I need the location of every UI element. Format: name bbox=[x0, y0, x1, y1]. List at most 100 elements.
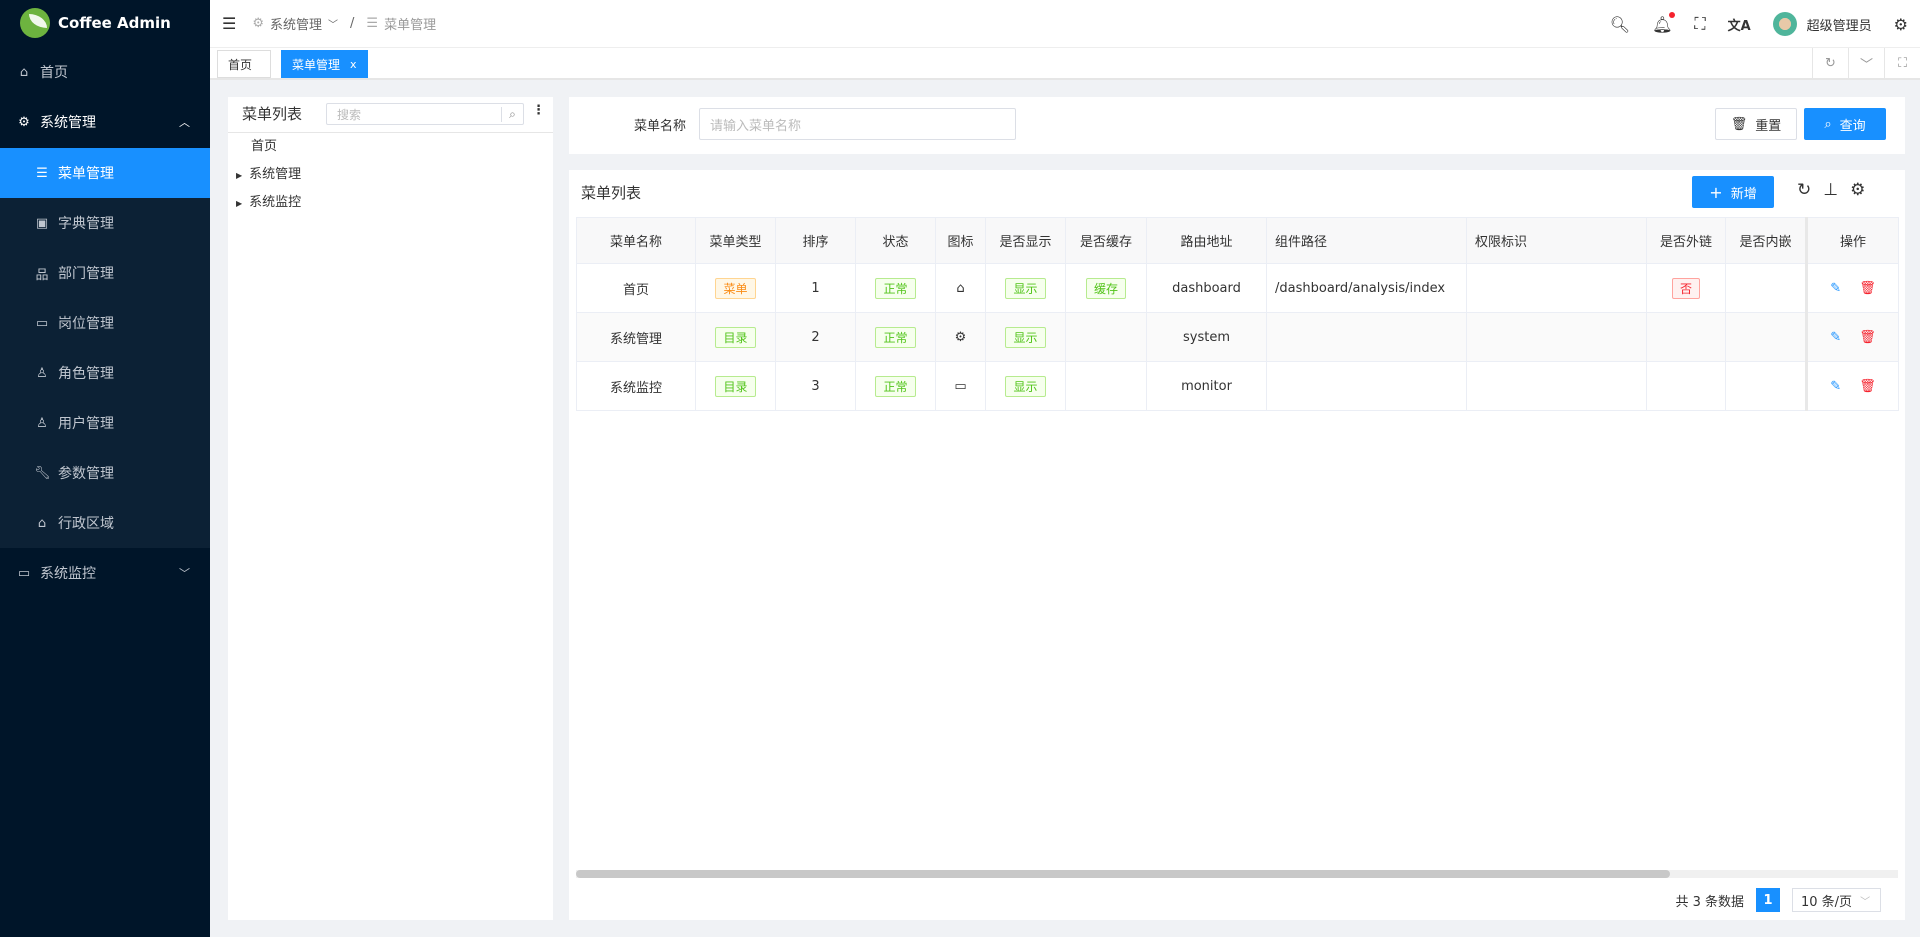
delete-icon[interactable]: 🗑︎ bbox=[1859, 378, 1876, 394]
cell-name: 系统监控 bbox=[576, 361, 696, 411]
sidebar-item-home[interactable]: ⌂ 首页 bbox=[0, 47, 210, 97]
sidebar-item-label: 行政区域 bbox=[58, 516, 114, 532]
edit-icon[interactable]: ✎ bbox=[1830, 329, 1842, 345]
fullscreen-icon[interactable]: ⛶ bbox=[1694, 14, 1706, 33]
translate-icon[interactable]: 文A bbox=[1727, 18, 1751, 34]
close-icon[interactable]: x bbox=[350, 57, 357, 71]
id-card-icon: ▭ bbox=[35, 315, 49, 331]
bell-icon[interactable]: 🔔︎ bbox=[1652, 11, 1676, 34]
row-height-icon[interactable]: ⊥ bbox=[1823, 180, 1839, 200]
settings-icon[interactable]: ⚙ bbox=[1850, 180, 1866, 200]
type-tag: 目录 bbox=[715, 326, 756, 348]
settings-icon[interactable]: ⚙ bbox=[1893, 14, 1908, 34]
tree-node-label: 系统监控 bbox=[249, 195, 302, 210]
monitor-icon: ▭ bbox=[17, 565, 31, 581]
scrollbar-thumb[interactable] bbox=[576, 870, 1670, 878]
cell-path: system bbox=[1146, 312, 1267, 362]
tree-node[interactable]: 首页 bbox=[251, 135, 277, 154]
column-header: 图标 bbox=[935, 217, 986, 264]
delete-icon[interactable]: 🗑︎ bbox=[1859, 329, 1876, 345]
status-tag: 正常 bbox=[875, 326, 916, 348]
home-icon: ⌂ bbox=[935, 263, 986, 313]
header: ☰ ⚙ 系统管理 ﹀ / ☰ 菜单管理 🔍︎ 🔔︎ ⛶ 文A 超级管理员 ⚙ bbox=[210, 0, 1920, 48]
sidebar-item-label: 用户管理 bbox=[58, 416, 114, 432]
column-header: 是否显示 bbox=[985, 217, 1066, 264]
edit-icon[interactable]: ✎ bbox=[1830, 280, 1842, 296]
sidebar-item-label: 参数管理 bbox=[58, 466, 114, 482]
sidebar-item-dept[interactable]: 品部门管理 bbox=[0, 248, 210, 298]
tab-home[interactable]: 首页 bbox=[217, 50, 271, 78]
caret-right-icon[interactable]: ▶ bbox=[236, 171, 243, 180]
search-icon[interactable]: ⌕ bbox=[501, 106, 523, 122]
visible-tag: 显示 bbox=[1005, 277, 1046, 299]
cache-tag: 缓存 bbox=[1085, 277, 1126, 299]
page-size-select[interactable]: 10 条/页 ﹀ bbox=[1792, 888, 1881, 912]
reset-button[interactable]: 🗑︎ 重置 bbox=[1715, 108, 1797, 140]
gear-icon: ⚙ bbox=[935, 312, 986, 362]
table-header: 菜单名称 菜单类型 排序 状态 图标 是否显示 是否缓存 路由地址 组件路径 权… bbox=[576, 217, 1899, 264]
user-icon: ♙ bbox=[36, 415, 48, 431]
caret-right-icon[interactable]: ▶ bbox=[236, 199, 243, 208]
tree-node[interactable]: ▶ 系统管理 bbox=[236, 163, 301, 182]
delete-icon[interactable]: 🗑︎ bbox=[1859, 280, 1876, 296]
column-header: 是否缓存 bbox=[1065, 217, 1147, 264]
refresh-tab-icon[interactable]: ↻ bbox=[1812, 48, 1848, 78]
column-header: 菜单类型 bbox=[695, 217, 776, 264]
sidebar-item-dict[interactable]: ▣ 字典管理 bbox=[0, 198, 210, 248]
tree-node[interactable]: ▶ 系统监控 bbox=[236, 191, 301, 210]
button-label: 新增 bbox=[1730, 186, 1757, 202]
logo[interactable]: Coffee Admin bbox=[0, 0, 210, 45]
cell-name: 系统管理 bbox=[576, 312, 696, 362]
add-button[interactable]: + 新增 bbox=[1692, 176, 1774, 208]
cell-perm bbox=[1466, 312, 1647, 362]
gear-icon: ⚙ bbox=[18, 114, 30, 130]
page-1-button[interactable]: 1 bbox=[1756, 888, 1780, 912]
type-tag: 菜单 bbox=[715, 277, 756, 299]
sidebar-item-label: 角色管理 bbox=[58, 366, 114, 382]
table-row: 系统管理 目录 2 正常 ⚙ 显示 system ✎ 🗑︎ bbox=[576, 312, 1899, 362]
sidebar-item-monitor[interactable]: ▭ 系统监控 ﹀ bbox=[0, 548, 210, 598]
sidebar-item-user[interactable]: ♙ 用户管理 bbox=[0, 398, 210, 448]
users-icon: ♙ bbox=[36, 365, 48, 381]
sidebar-item-label: 首页 bbox=[40, 65, 68, 81]
sidebar-item-post[interactable]: ▭ 岗位管理 bbox=[0, 298, 210, 348]
breadcrumb-item[interactable]: 系统管理 bbox=[270, 18, 323, 33]
column-header: 组件路径 bbox=[1266, 217, 1467, 264]
chevron-down-icon[interactable]: ﹀ bbox=[1848, 48, 1884, 78]
placeholder: 请输入菜单名称 bbox=[710, 118, 802, 134]
menu-name-input[interactable]: 请输入菜单名称 bbox=[699, 108, 1016, 140]
user-menu[interactable]: 超级管理员 bbox=[1772, 12, 1872, 36]
table-row: 系统监控 目录 3 正常 ▭ 显示 monitor ✎ 🗑︎ bbox=[576, 361, 1899, 411]
sidebar-item-system[interactable]: ⚙ 系统管理 ︿ bbox=[0, 97, 210, 147]
tab-bar: 首页 菜单管理 x ↻ ﹀ ⛶ bbox=[210, 48, 1920, 80]
search-icon[interactable]: 🔍︎ bbox=[1609, 14, 1631, 34]
bank-icon: ⌂ bbox=[37, 515, 47, 531]
column-header: 是否外链 bbox=[1646, 217, 1726, 264]
tree-search-input[interactable]: 搜索 ⌕ bbox=[326, 103, 524, 125]
cell-embed bbox=[1725, 263, 1807, 313]
sidebar-item-role[interactable]: ♙ 角色管理 bbox=[0, 348, 210, 398]
chevron-down-icon: ﹀ bbox=[179, 567, 190, 580]
query-button[interactable]: ⌕ 查询 bbox=[1804, 108, 1886, 140]
sidebar-item-region[interactable]: ⌂ 行政区域 bbox=[0, 498, 210, 548]
more-icon[interactable]: ⋮ bbox=[532, 103, 545, 118]
home-icon: ⌂ bbox=[19, 64, 29, 80]
refresh-icon[interactable]: ↻ bbox=[1797, 180, 1812, 200]
sidebar-item-label: 系统管理 bbox=[40, 115, 96, 131]
horizontal-scrollbar[interactable] bbox=[576, 870, 1898, 878]
notification-dot bbox=[1669, 11, 1676, 18]
maximize-icon[interactable]: ⛶ bbox=[1884, 48, 1920, 78]
collapse-menu-icon[interactable]: ☰ bbox=[222, 14, 237, 33]
username: 超级管理员 bbox=[1806, 18, 1872, 34]
sidebar-item-label: 字典管理 bbox=[58, 216, 114, 232]
wrench-icon: 🔧︎ bbox=[34, 465, 51, 481]
visible-tag: 显示 bbox=[1005, 326, 1046, 348]
edit-icon[interactable]: ✎ bbox=[1830, 378, 1842, 394]
sidebar-item-menu[interactable]: ☰ 菜单管理 bbox=[0, 148, 210, 198]
plus-icon: + bbox=[1709, 182, 1723, 202]
column-header: 路由地址 bbox=[1146, 217, 1267, 264]
cell-cache bbox=[1065, 361, 1147, 411]
tab-menu[interactable]: 菜单管理 x bbox=[281, 50, 368, 78]
sidebar-item-config[interactable]: 🔧︎ 参数管理 bbox=[0, 448, 210, 498]
breadcrumb-separator: / bbox=[350, 16, 355, 31]
